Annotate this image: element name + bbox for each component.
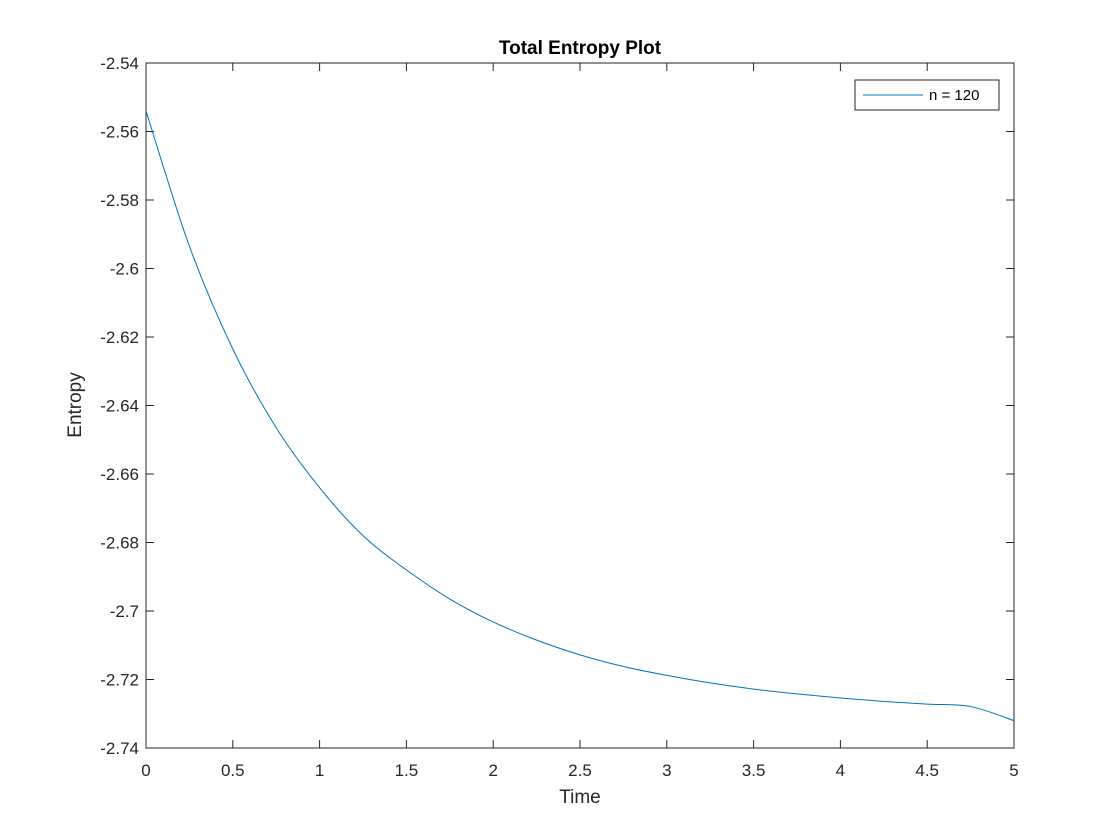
- x-tick-label: 0: [141, 761, 150, 780]
- y-tick-label: -2.74: [100, 739, 139, 758]
- plot-area: [145, 62, 1015, 749]
- y-tick-label: -2.58: [100, 191, 139, 210]
- chart-title: Total Entropy Plot: [499, 38, 662, 59]
- y-tick-label: -2.66: [100, 465, 139, 484]
- x-tick-label: 1: [315, 761, 324, 780]
- y-tick-label: -2.7: [110, 602, 139, 621]
- series-layer: [145, 110, 1015, 722]
- x-tick-label: 0.5: [221, 761, 245, 780]
- y-tick-label: -2.56: [100, 123, 139, 142]
- y-tick-label: -2.72: [100, 671, 139, 690]
- y-tick-label: -2.54: [100, 54, 139, 73]
- x-tick-label: 4.5: [915, 761, 939, 780]
- x-tick-label: 2.5: [568, 761, 592, 780]
- legend: n = 120: [854, 79, 1000, 111]
- y-axis: -2.74 -2.72 -2.7 -2.68 -2.66 -2.64 -2.62 -2.6 -2…: [100, 54, 1014, 758]
- x-axis: 0 0.5 1 1.5 2 2.5 3 3.5 4 4.5 5: [141, 63, 1019, 780]
- x-tick-label: 1.5: [395, 761, 419, 780]
- series-line-0: [145, 110, 1015, 722]
- legend-label: n = 120: [929, 87, 979, 104]
- y-axis-label: Entropy: [65, 372, 86, 438]
- y-tick-label: -2.6: [110, 260, 139, 279]
- x-tick-label: 3: [662, 761, 671, 780]
- y-tick-label: -2.64: [100, 397, 139, 416]
- x-tick-label: 4: [836, 761, 845, 780]
- x-tick-label: 2: [488, 761, 497, 780]
- y-tick-label: -2.62: [100, 328, 139, 347]
- y-tick-label: -2.68: [100, 534, 139, 553]
- x-tick-label: 3.5: [742, 761, 766, 780]
- x-axis-label: Time: [559, 787, 601, 808]
- x-tick-label: 5: [1009, 761, 1018, 780]
